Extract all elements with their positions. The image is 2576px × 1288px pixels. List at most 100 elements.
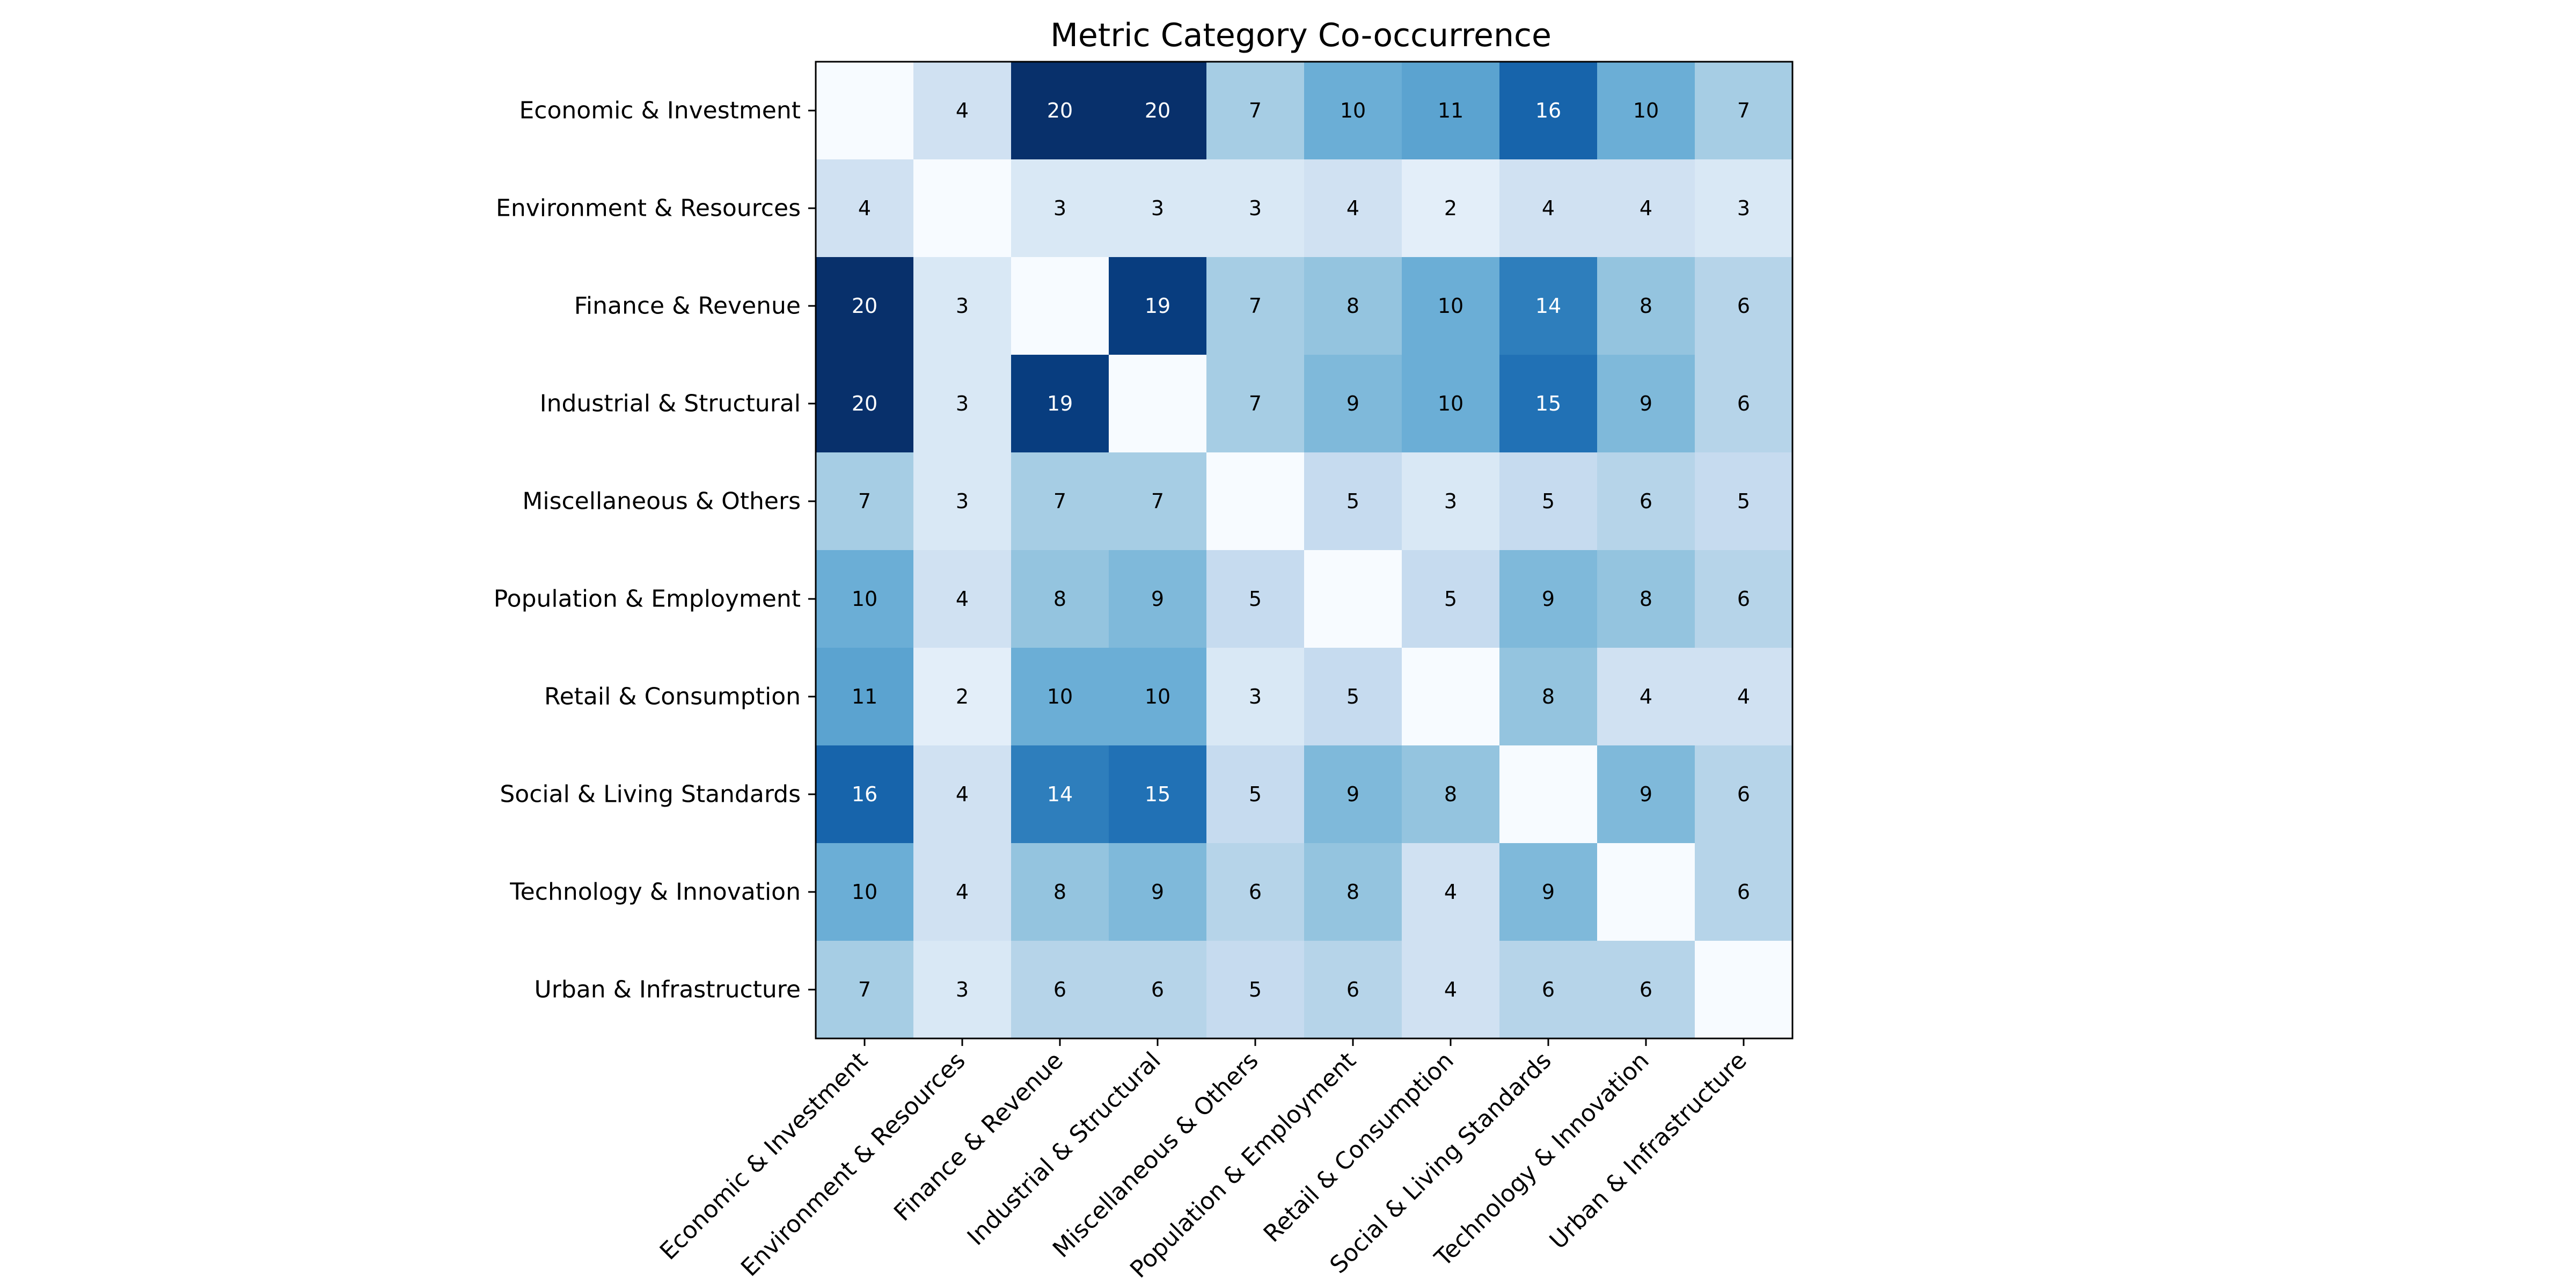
heatmap-cell: [1597, 62, 1695, 160]
y-axis: Economic & Investment Environment & Resou…: [494, 97, 816, 1004]
cell-value-label: 5: [1346, 489, 1359, 513]
y-tick-label: Urban & Infrastructure: [535, 976, 801, 1004]
heatmap-cell: [1499, 452, 1598, 551]
heatmap-cell: [1206, 452, 1305, 551]
cell-value-label: 4: [1640, 196, 1652, 220]
cell-value-label: 19: [1145, 294, 1170, 318]
heatmap-cell: [816, 159, 914, 258]
heatmap-cell: [1206, 62, 1305, 160]
heatmap-cell: [1402, 62, 1500, 160]
cell-value-label: 5: [1542, 489, 1555, 513]
cell-value-label: 8: [1640, 587, 1652, 611]
heatmap-cell: [1304, 257, 1402, 355]
cell-value-label: 10: [852, 587, 877, 611]
heatmap-cell: [1206, 941, 1305, 1039]
heatmap-cell: [913, 648, 1012, 746]
cell-value-label: 7: [1249, 99, 1262, 122]
cell-value-label: 20: [852, 294, 877, 318]
heatmap-cell: [913, 745, 1012, 844]
cell-value-label: 5: [1249, 978, 1262, 1001]
heatmap-cell: [816, 648, 914, 746]
heatmap-cell: [1206, 257, 1305, 355]
cell-value-label: 8: [1346, 294, 1359, 318]
cell-value-label: 6: [1640, 489, 1652, 513]
heatmap-cell: [1109, 159, 1207, 258]
heatmap-cell: [1109, 941, 1207, 1039]
cell-value-label: 6: [1737, 587, 1750, 611]
y-tick-label: Economic & Investment: [519, 97, 801, 125]
heatmap-cell: [1499, 159, 1598, 258]
heatmap-cell: [1597, 355, 1695, 453]
cell-value-label: 11: [852, 685, 877, 708]
cell-value-label: 10: [852, 880, 877, 904]
heatmap-cell: [1402, 941, 1500, 1039]
y-tick-label: Population & Employment: [494, 586, 801, 613]
heatmap-cell: [1304, 159, 1402, 258]
cell-value-label: 3: [1151, 196, 1164, 220]
y-tick-label: Industrial & Structural: [540, 390, 801, 418]
cell-value-label: 8: [1444, 782, 1457, 806]
heatmap-cell: [1597, 452, 1695, 551]
cell-value-label: 14: [1535, 294, 1561, 318]
cell-value-label: 16: [852, 782, 877, 806]
cell-value-label: 9: [1151, 880, 1164, 904]
cell-value-label: 8: [1053, 587, 1066, 611]
plot-frame: [815, 61, 1794, 1040]
chart-title: Metric Category Co-occurrence: [1050, 17, 1552, 54]
heatmap-cell: [1695, 355, 1793, 453]
cell-value-label: 4: [956, 880, 969, 904]
heatmap-cell: [913, 62, 1012, 160]
cell-value-label: 20: [852, 392, 877, 415]
cell-value-label: 9: [1346, 392, 1359, 415]
cell-value-label: 7: [1249, 392, 1262, 415]
cell-value-label: 3: [956, 489, 969, 513]
heatmap-cell: [1695, 452, 1793, 551]
cell-value-label: 3: [956, 978, 969, 1001]
heatmap-cell: [1109, 452, 1207, 551]
cell-value-label: 6: [1737, 880, 1750, 904]
heatmap-cell: [1206, 843, 1305, 941]
heatmap-cell: [1109, 550, 1207, 648]
heatmap-cell: [1597, 648, 1695, 746]
heatmap-cell: [1304, 355, 1402, 453]
heatmap-cell: [1304, 648, 1402, 746]
heatmap-cell: [1304, 62, 1402, 160]
heatmap-cell: [1011, 159, 1109, 258]
cell-value-label: 4: [1444, 978, 1457, 1001]
cell-value-label: 10: [1633, 99, 1659, 122]
heatmap-cell: [913, 550, 1012, 648]
heatmap-cell: [913, 452, 1012, 551]
heatmap-cell: [1109, 843, 1207, 941]
cell-value-label: 10: [1145, 685, 1170, 708]
heatmap-cell: [1695, 745, 1793, 844]
heatmap-cell: [1206, 745, 1305, 844]
cell-value-label: 5: [1444, 587, 1457, 611]
heatmap-cell: [816, 257, 914, 355]
cell-value-label: 10: [1438, 392, 1463, 415]
cell-value-label: 2: [1444, 196, 1457, 220]
heatmap-cell: [1402, 843, 1500, 941]
y-tick-label: Finance & Revenue: [574, 292, 801, 320]
cell-value-label: 7: [1151, 489, 1164, 513]
heatmap-cell: [1597, 257, 1695, 355]
heatmap-cell: [1304, 452, 1402, 551]
heatmap-cell: [1695, 843, 1793, 941]
cell-value-label: 4: [858, 196, 871, 220]
cell-value-label: 9: [1542, 587, 1555, 611]
cell-value-label: 6: [1737, 392, 1750, 415]
heatmap-cell: [1499, 257, 1598, 355]
heatmap-cell: [1109, 648, 1207, 746]
heatmap-cell: [1011, 62, 1109, 160]
cell-value-label: 10: [1438, 294, 1463, 318]
cell-value-label: 16: [1535, 99, 1561, 122]
cell-value-label: 20: [1145, 99, 1170, 122]
cell-value-label: 6: [1640, 978, 1652, 1001]
heatmap-cell: [1499, 355, 1598, 453]
cell-value-label: 9: [1151, 587, 1164, 611]
cell-value-label: 8: [1346, 880, 1359, 904]
heatmap-cell: [1402, 550, 1500, 648]
cell-value-label: 3: [1249, 196, 1262, 220]
heatmap-cell: [1402, 452, 1500, 551]
heatmap-cell: [1695, 159, 1793, 258]
heatmap-cell: [1011, 355, 1109, 453]
